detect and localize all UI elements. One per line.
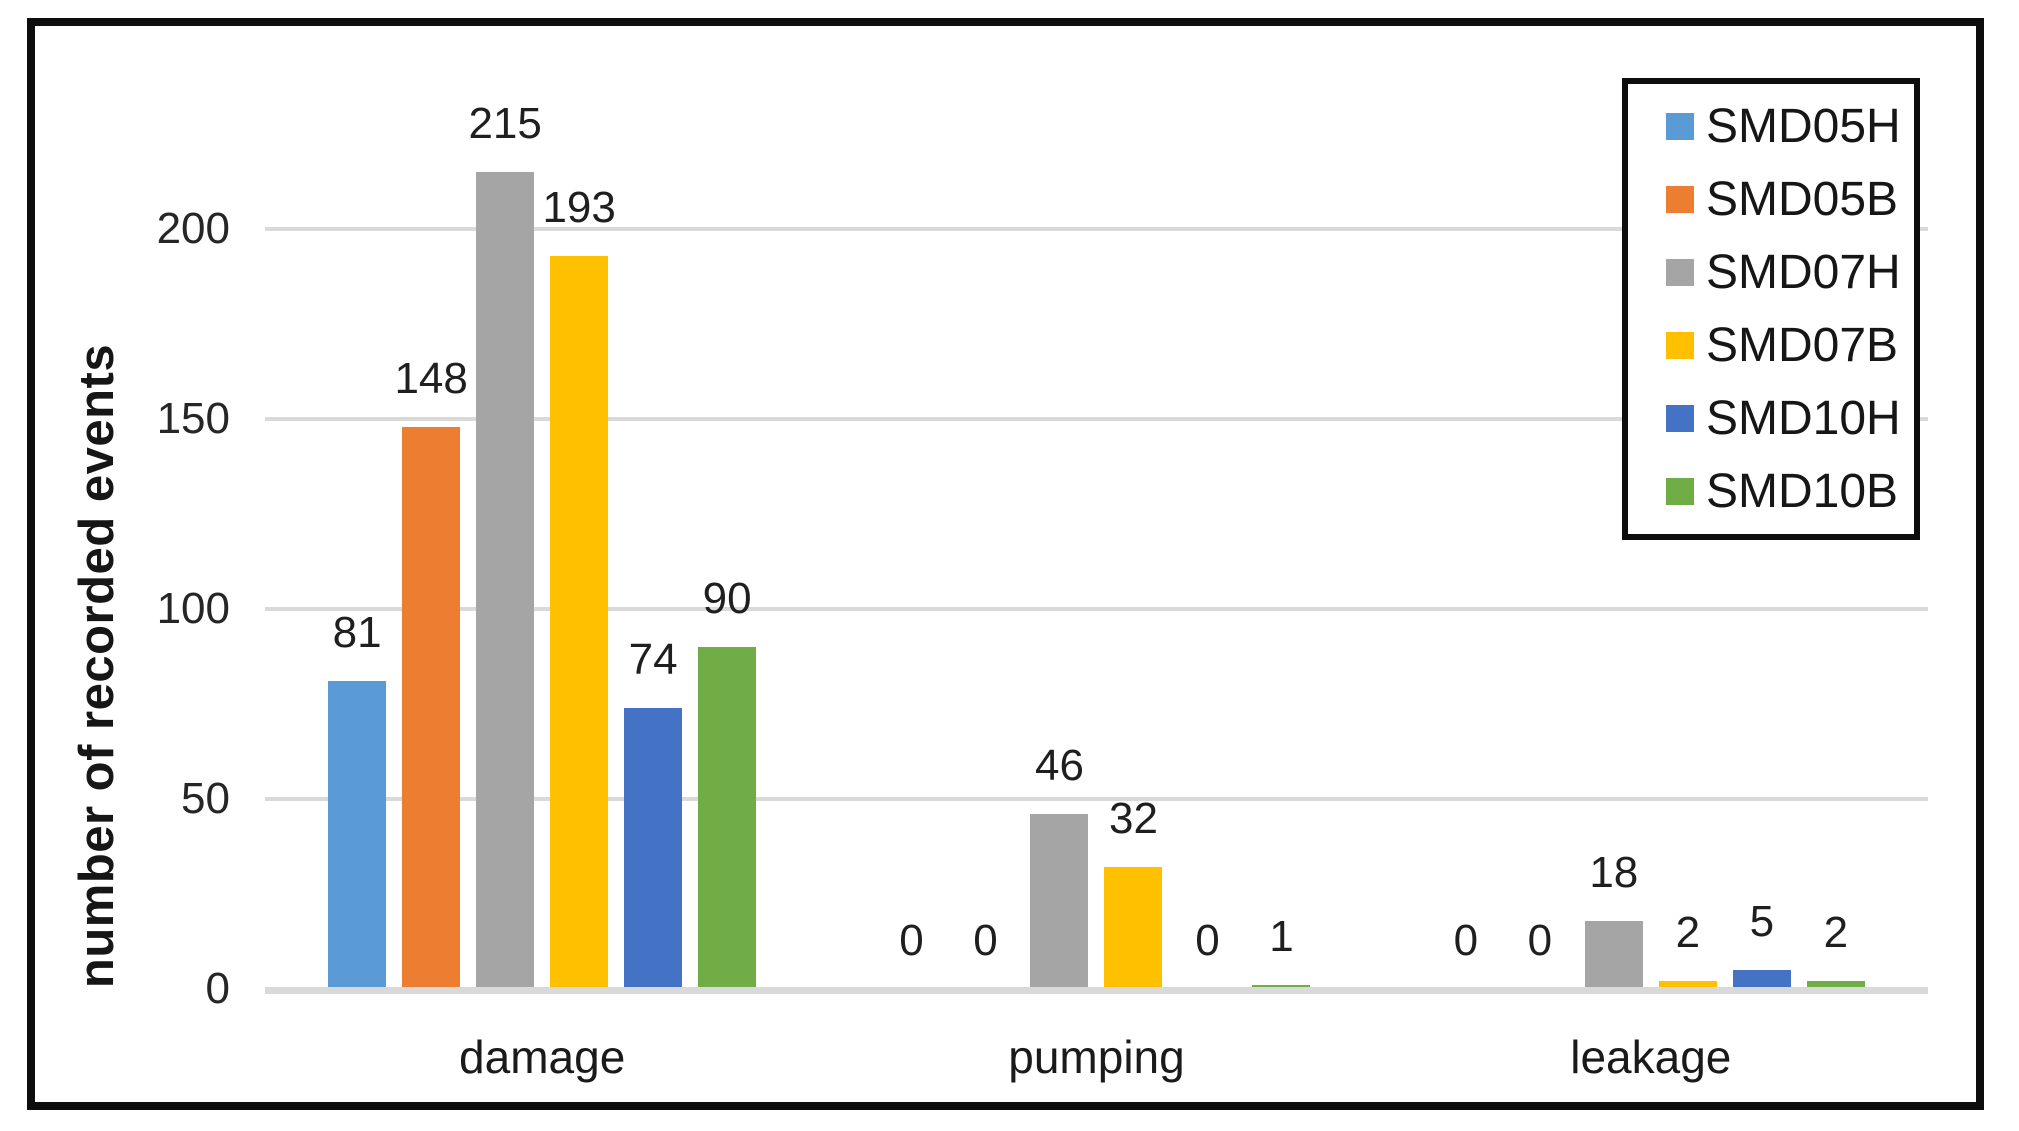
bar-value-label: 1 <box>1269 912 1294 962</box>
gridline <box>265 607 1928 611</box>
bar: 2 <box>1806 911 1865 989</box>
legend-label: SMD10B <box>1706 465 1899 518</box>
legend-label: SMD05H <box>1706 100 1901 153</box>
gridline <box>265 797 1928 801</box>
bar: 193 <box>542 185 616 989</box>
bar: 5 <box>1732 900 1791 989</box>
legend-item: SMD07H <box>1666 245 1914 300</box>
y-axis-tick-label: 50 <box>181 774 230 823</box>
legend-color-swatch <box>1666 259 1694 286</box>
bar-value-label: 0 <box>899 916 924 965</box>
bar-value-label: 148 <box>394 353 468 403</box>
y-axis-tick-label: 200 <box>156 204 230 253</box>
bar: 2 <box>1658 911 1717 989</box>
bar-value-label: 0 <box>973 916 998 965</box>
y-axis-tick-label: 150 <box>156 394 230 443</box>
legend-label: SMD07H <box>1706 246 1901 299</box>
legend-label: SMD05B <box>1706 173 1899 226</box>
bar: 32 <box>1104 797 1163 989</box>
x-axis-line <box>265 987 1928 994</box>
bar-value-label: 46 <box>1035 741 1084 791</box>
bar-value-label: 90 <box>702 574 752 623</box>
bar: 46 <box>1030 744 1089 989</box>
bar-value-label: 5 <box>1749 897 1775 946</box>
bar-group: 81 148 215 193 74 90 <box>265 102 819 989</box>
legend-color-swatch <box>1666 478 1694 505</box>
bar-value-label: 81 <box>332 608 382 658</box>
chart-area: number of recorded events 0 50 100 150 200 8… <box>35 26 1976 1102</box>
bar-value-label: 193 <box>542 182 616 232</box>
legend-item: SMD05H <box>1666 99 1914 154</box>
legend-item: SMD10H <box>1666 391 1914 446</box>
bar-value-label: 2 <box>1823 908 1849 958</box>
bar: 74 <box>624 637 683 989</box>
bar: 18 <box>1584 850 1643 989</box>
gridline <box>265 227 1928 231</box>
bar-group: 0 0 46 32 0 1 <box>819 153 1373 989</box>
bar: 81 <box>328 611 387 989</box>
legend-item: SMD10B <box>1666 464 1914 519</box>
legend-label: SMD07B <box>1706 319 1899 372</box>
x-axis-category-label: pumping <box>1008 1031 1185 1083</box>
legend-item: SMD07B <box>1666 318 1914 373</box>
legend: SMD05H SMD05B SMD07H SMD07B SMD10H SMD10B <box>1622 78 1920 540</box>
legend-label: SMD10H <box>1706 392 1901 445</box>
bar-value-label: 0 <box>1527 916 1553 965</box>
bar-value-label: 18 <box>1589 847 1639 897</box>
x-axis-category-label: leakage <box>1570 1031 1732 1083</box>
bar: 148 <box>394 356 468 989</box>
y-axis-tick-labels: 0 50 100 150 200 <box>35 26 230 1102</box>
bar-value-label: 2 <box>1675 908 1701 958</box>
bar-value-label: 74 <box>628 634 678 684</box>
chart-frame: number of recorded events 0 50 100 150 200 8… <box>27 18 1984 1110</box>
legend-item: SMD05B <box>1666 172 1914 227</box>
bar-value-label: 0 <box>1453 916 1479 965</box>
legend-color-swatch <box>1666 332 1694 359</box>
bar: 90 <box>698 577 757 989</box>
legend-color-swatch <box>1666 186 1694 213</box>
bar-value-label: 0 <box>1195 916 1220 965</box>
plot-area: 81 148 215 193 74 90 0 0 46 32 0 1 0 0 18 2 5 2 <box>265 102 1928 989</box>
bar-group: 0 0 18 2 5 2 <box>1374 153 1928 989</box>
y-axis-tick-label: 0 <box>205 964 230 1013</box>
legend-color-swatch <box>1666 113 1694 140</box>
y-axis-tick-label: 100 <box>156 584 230 633</box>
x-axis-category-label: damage <box>459 1031 626 1083</box>
gridline <box>265 417 1928 421</box>
bar-value-label: 215 <box>468 99 542 148</box>
legend-color-swatch <box>1666 405 1694 432</box>
bar-value-label: 32 <box>1109 794 1158 844</box>
bar: 215 <box>468 102 542 989</box>
